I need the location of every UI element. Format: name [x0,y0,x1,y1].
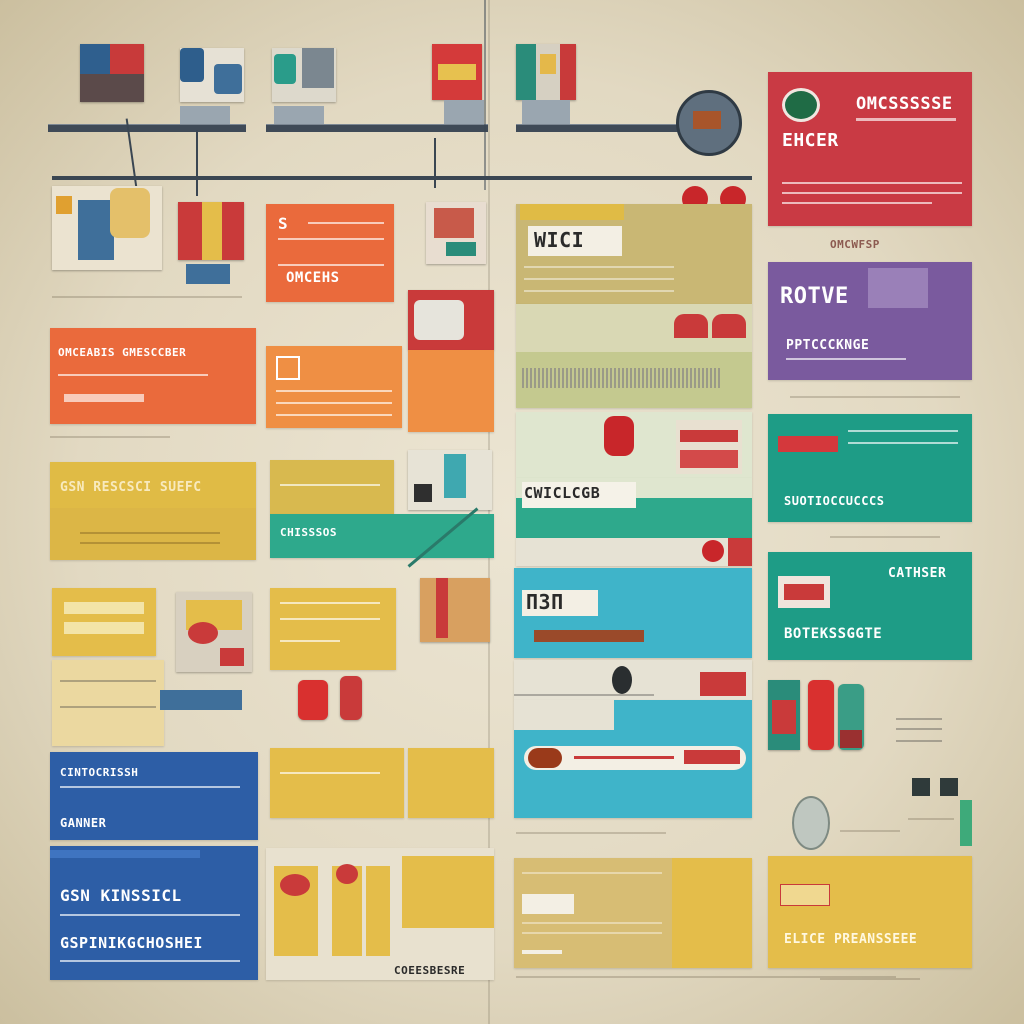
rail [52,176,752,180]
cyan-card-label: ПЗП [526,590,564,614]
product-photo-11 [408,450,492,510]
yellow-card-lower-b [408,748,494,818]
purple-card-title: ROTVE [780,284,849,309]
product-photo-12 [420,578,490,642]
cyan-card-lower [514,700,752,818]
pale-card-center [516,304,752,408]
blue-card-upper: CINTOCRISSH GANNER [50,752,258,840]
yellow-card-right-text: ELICE PREANSSEEE [784,932,918,947]
gauge-icon [676,90,742,156]
product-photo-6 [768,680,800,750]
bottom-strip-text: COEESBESRE [394,964,466,977]
teal-card-lower-title: CATHSER [888,566,947,581]
product-photo-14 [340,676,362,720]
center-divider [488,0,490,1024]
tan-card-center [514,858,752,968]
shelf-3 [516,124,706,132]
blue-card-upper-title: CINTOCRISSH [60,766,139,779]
product-shelf-bottom: COEESBESRE [266,848,494,980]
orange-card-left-title: OMCEABIS GMESCCBER [58,346,187,359]
blue-card-lower-text: GSPINIKGCHOSHEI [60,934,203,952]
product-photo-9 [426,202,486,264]
yellow-card-center [270,588,396,670]
teal-card-upper: SUOTIOCCUCCCS [768,414,972,522]
teal-card-lower: CATHSER BOTEKSSGGTE [768,552,972,660]
green-card-mid: CHISSSOS [270,514,494,558]
teal-card-lower-text: BOTEKSSGGTE [784,626,883,642]
khaki-card: WICI [516,204,752,304]
orange-block [408,350,494,432]
purple-card: ROTVE PPTCCCKNGE [768,262,972,380]
purple-card-subtitle: PPTCCCKNGE [786,338,870,353]
blue-card-lower: GSN KINSSICL GSPINIKGCHOSHEI [50,846,258,980]
red-card: OMCSSSSSE EHCER [768,72,972,226]
red-card-title: OMCSSSSSE [856,94,953,114]
cream-card-left [52,660,164,746]
product-photo-17 [176,592,252,672]
red-card-subtitle: EHCER [782,130,839,151]
product-photo-8 [838,684,864,750]
yellow-card-lower-a [270,748,404,818]
product-photo-3 [272,48,336,102]
orange-card-top: S OMCEHS [266,204,394,302]
green-card-label: CWICLCGB [524,484,601,502]
yellow-card-left-title: GSN RESCSCI SUEFC [60,480,202,495]
product-photo-15 [52,186,162,270]
product-photo-10 [408,290,494,350]
yellow-card-small [52,588,156,656]
product-photo-7 [808,680,834,750]
jar-icon [792,796,830,850]
shelf-2 [266,124,488,132]
blue-card-upper-text: GANNER [60,816,107,830]
yellow-card-right: ELICE PREANSSEEE [768,856,972,968]
green-card-mid-text: CHISSSOS [280,526,337,539]
yellow-card-mid [270,460,394,514]
product-photo-5 [516,44,576,100]
orange-card-mid [266,346,402,428]
product-photo-16 [178,202,244,260]
orange-card-top-title: OMCEHS [286,270,340,286]
product-photo-13 [298,680,328,720]
blue-card-lower-title: GSN KINSSICL [60,886,182,905]
yellow-card-left: GSN RESCSCI SUEFC [50,462,256,560]
product-photo-2 [180,48,244,102]
cyan-card-upper: ПЗП [514,568,752,658]
red-card-footer: OMCWFSP [830,238,880,251]
green-card-center: CWICLCGB [516,478,752,538]
product-photo-4 [432,44,482,100]
product-strip-center [516,412,752,478]
khaki-card-label: WICI [534,228,585,252]
orange-card-top-letter: S [278,214,289,233]
orange-card-left: OMCEABIS GMESCCBER [50,328,256,424]
product-photo-1 [80,44,144,102]
shelf-1 [48,124,246,132]
teal-card-upper-text: SUOTIOCCUCCCS [784,494,885,508]
